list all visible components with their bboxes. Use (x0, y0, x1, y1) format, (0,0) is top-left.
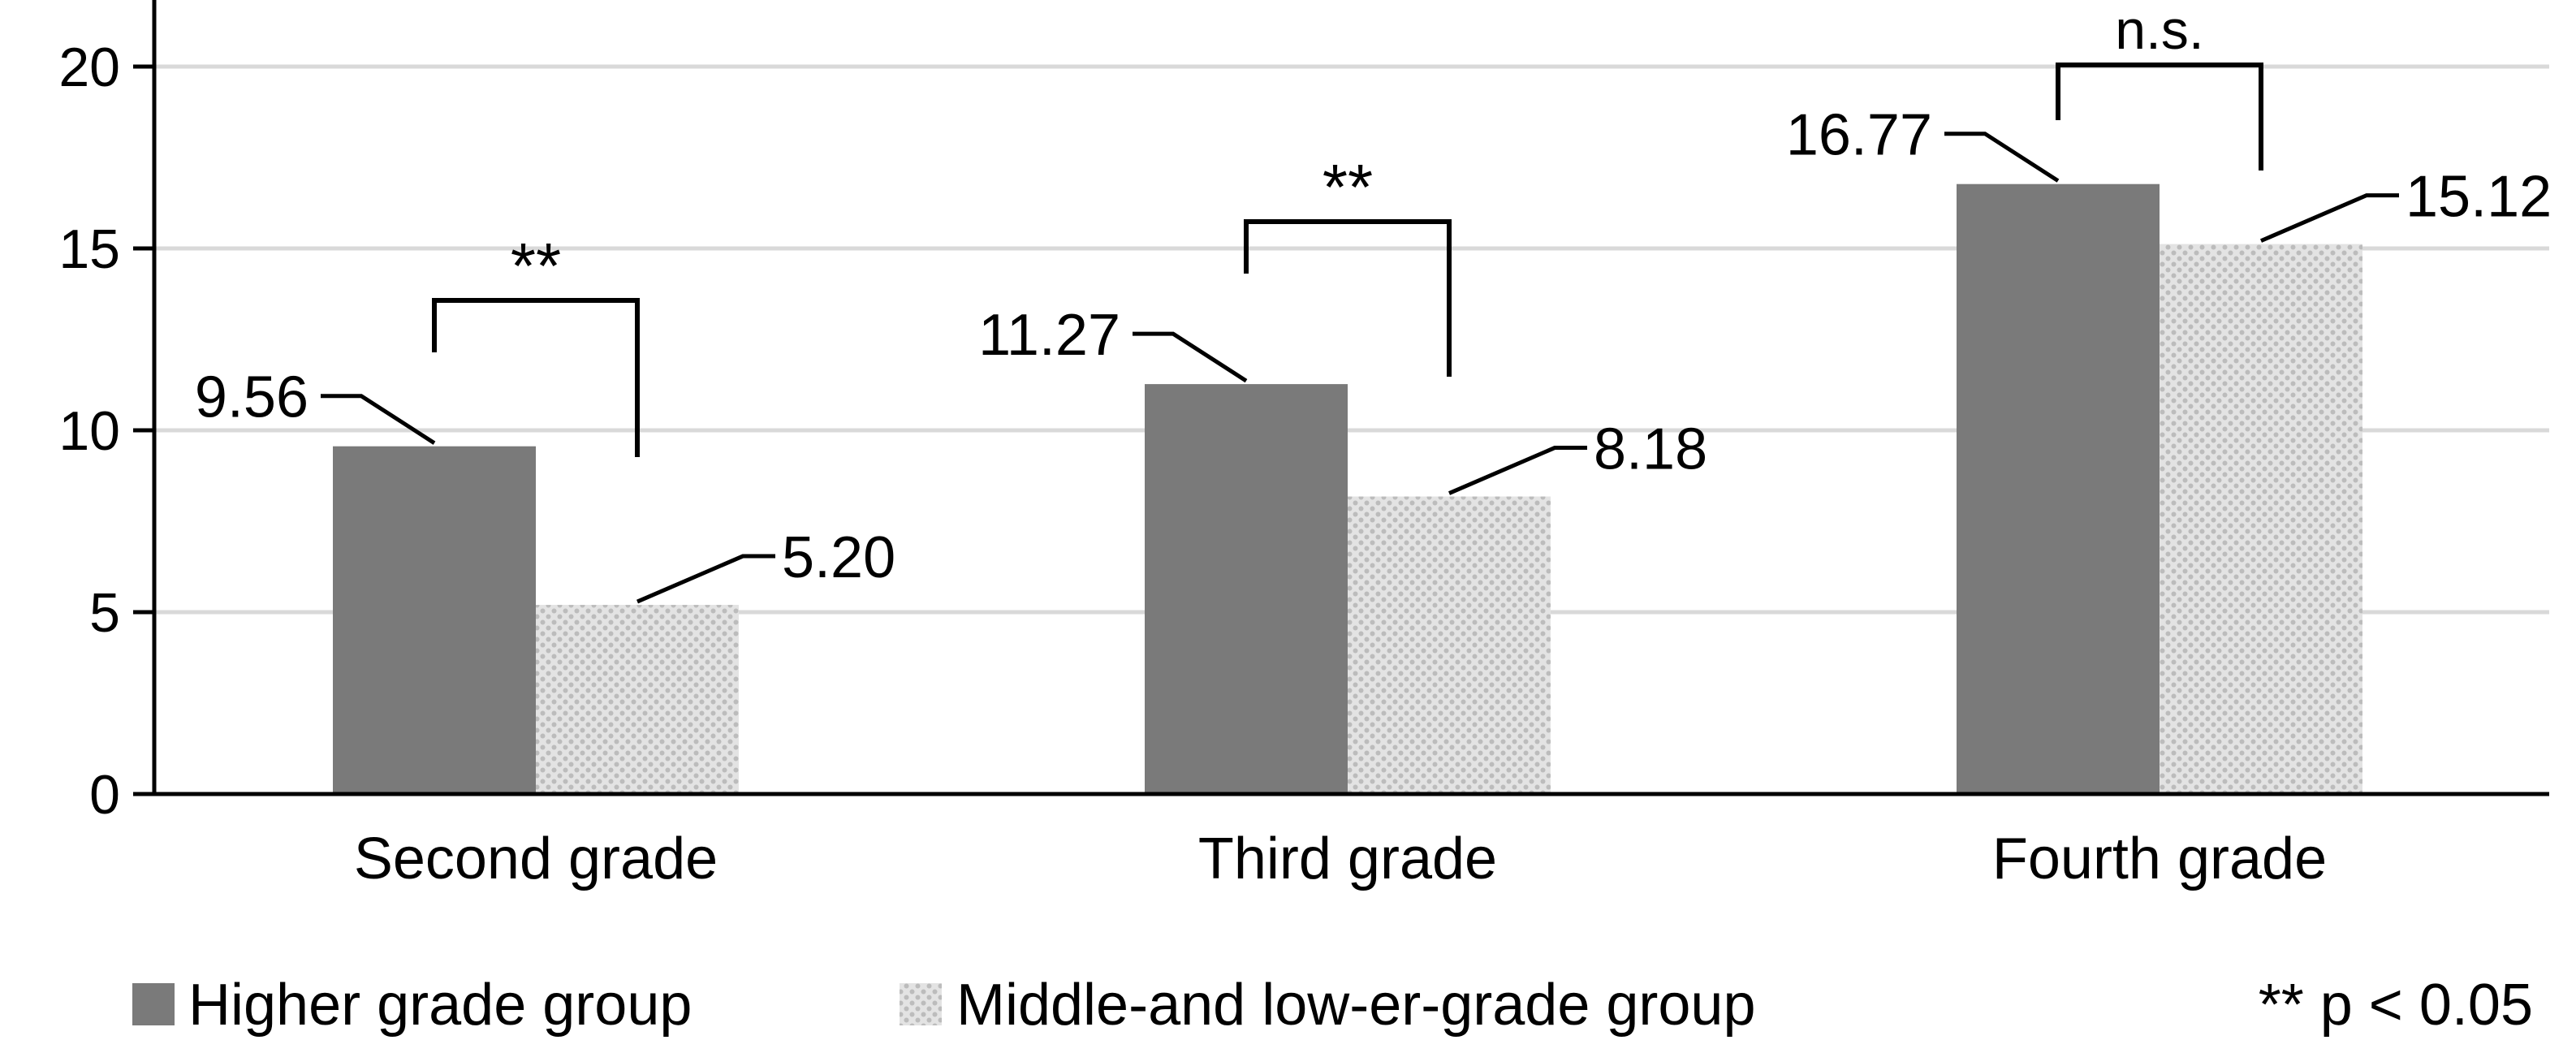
significance-marker: ** (511, 230, 561, 302)
legend-swatch-higher (132, 983, 175, 1025)
significance-marker: ** (1323, 151, 1373, 223)
leader-line (321, 394, 436, 445)
bar-middle-low-grade (1348, 496, 1551, 794)
legend: Higher grade group Middle-and low-er-grad… (132, 973, 2533, 1038)
bar-higher-grade (333, 446, 536, 794)
significance-marker: n.s. (2115, 0, 2204, 61)
leader-line (1448, 446, 1587, 495)
legend-label-lower: Middle-and low-er-grade group (956, 973, 1756, 1038)
significance-bracket (432, 298, 640, 457)
data-label-lower: 8.18 (1594, 417, 1707, 482)
data-label-lower: 15.12 (2406, 165, 2552, 230)
significance-bracket (1244, 219, 1452, 377)
legend-label-higher: Higher grade group (188, 973, 692, 1038)
bar-higher-grade (1957, 183, 2160, 795)
axes: 0 5 10 15 20 Second grade Third grade Fourth gr… (58, 0, 2549, 891)
leader-line (2260, 193, 2399, 243)
bars (333, 183, 2362, 795)
data-label-higher: 16.77 (1786, 103, 1932, 168)
x-tick-label: Fourth grade (1992, 826, 2327, 891)
data-label-higher: 11.27 (978, 303, 1120, 368)
x-tick-label: Third grade (1198, 826, 1497, 891)
bar-middle-low-grade (536, 605, 739, 794)
legend-swatch-lower (900, 983, 942, 1025)
footnote: ** p < 0.05 (2259, 973, 2533, 1038)
bar-higher-grade (1145, 384, 1348, 794)
significance-bracket (2056, 63, 2263, 170)
data-label-lower: 5.20 (782, 525, 895, 590)
y-tick-label: 0 (89, 764, 120, 826)
leader-line (636, 554, 775, 604)
leader-line (1944, 132, 2060, 183)
data-labels: 9.56 5.20 11.27 8.18 16.77 15.12 (195, 103, 2552, 604)
y-tick-label: 10 (58, 400, 120, 462)
bar-middle-low-grade (2160, 244, 2362, 794)
y-tick-label: 20 (58, 37, 120, 98)
y-tick-label: 15 (58, 218, 120, 280)
data-label-higher: 9.56 (195, 365, 309, 430)
x-tick-label: Second grade (354, 826, 718, 891)
leader-line (1133, 331, 1248, 383)
significance-brackets: ** ** n.s. (432, 0, 2263, 457)
y-tick-label: 5 (89, 582, 120, 644)
